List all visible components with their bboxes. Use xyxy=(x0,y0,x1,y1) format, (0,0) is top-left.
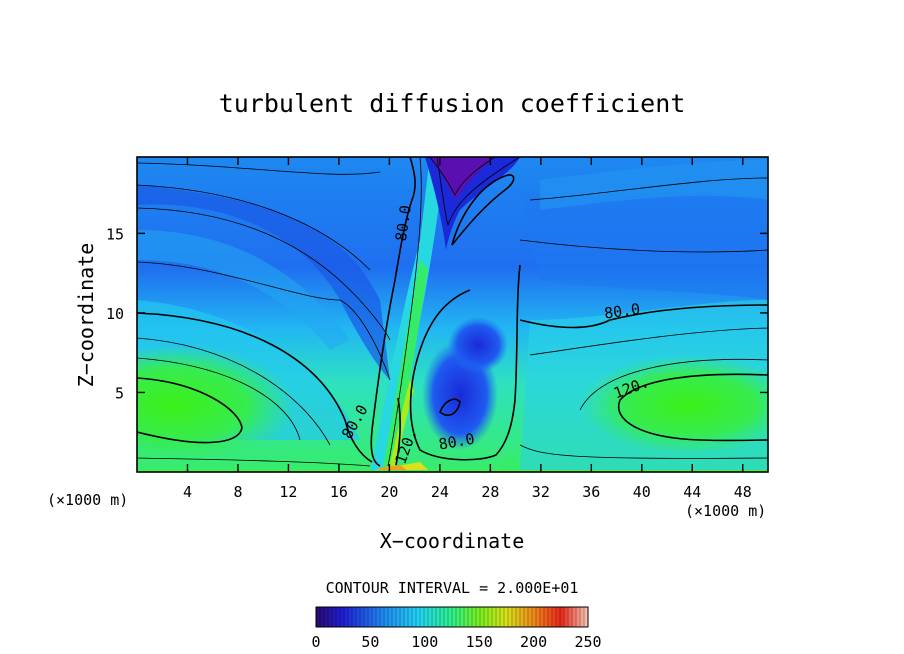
contour-label: 80.0 xyxy=(603,300,641,323)
heatmap-field xyxy=(137,157,768,472)
colorbar-stripes xyxy=(319,607,585,627)
y-tick-label: 5 xyxy=(115,384,124,402)
x-tick-label: 4 xyxy=(183,483,192,501)
colorbar-label: 250 xyxy=(574,633,601,651)
x-axis-label: X−coordinate xyxy=(380,529,525,553)
x-tick-label: 36 xyxy=(582,483,600,501)
x-axis-ticks: 4 8 12 16 20 24 28 32 36 40 44 48 xyxy=(183,157,752,501)
y-axis-label: Z−coordinate xyxy=(74,243,98,388)
x-tick-label: 44 xyxy=(683,483,701,501)
x-tick-label: 32 xyxy=(532,483,550,501)
colorbar-label: 100 xyxy=(411,633,438,651)
x-tick-label: 28 xyxy=(481,483,499,501)
contour-label: 80.0 xyxy=(437,430,476,454)
y-axis-ticks: 5 10 15 xyxy=(106,225,768,402)
x-tick-label: 20 xyxy=(380,483,398,501)
y-tick-label: 15 xyxy=(106,225,124,243)
colorbar-label: 50 xyxy=(361,633,379,651)
colorbar: 0 50 100 150 200 250 xyxy=(311,606,602,651)
colorbar-labels: 0 50 100 150 200 250 xyxy=(311,633,601,651)
colorbar-label: 150 xyxy=(466,633,493,651)
chart-title: turbulent diffusion coefficient xyxy=(219,89,686,118)
contour-label: 80.0 xyxy=(392,204,415,242)
x-tick-label: 8 xyxy=(233,483,242,501)
x-tick-label: 24 xyxy=(431,483,449,501)
contour-lines xyxy=(137,157,768,467)
x-tick-label: 12 xyxy=(279,483,297,501)
y-tick-label: 10 xyxy=(106,305,124,323)
x-tick-label: 48 xyxy=(734,483,752,501)
x-tick-label: 40 xyxy=(633,483,651,501)
colorbar-label: 200 xyxy=(520,633,547,651)
z-unit-label: (×1000 m) xyxy=(47,491,128,509)
contour-interval-text: CONTOUR INTERVAL = 2.000E+01 xyxy=(326,579,579,597)
x-unit-label: (×1000 m) xyxy=(685,502,766,520)
plot-frame xyxy=(136,156,769,473)
x-tick-label: 16 xyxy=(330,483,348,501)
colorbar-label: 0 xyxy=(311,633,320,651)
